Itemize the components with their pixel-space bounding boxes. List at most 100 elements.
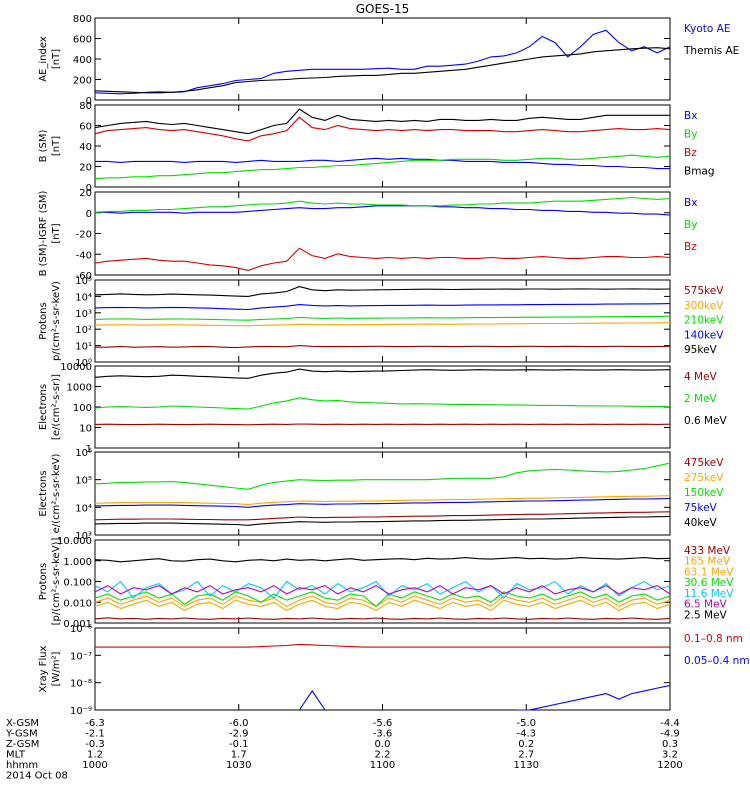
y-tick-label: 800	[73, 14, 92, 25]
y-tick-label: 1	[86, 444, 92, 455]
y-tick-label: 80	[79, 101, 92, 112]
series-line-433-MeV	[94, 617, 671, 620]
legend-entry: 30.6 MeV	[684, 577, 734, 589]
y-tick-label: 10³	[75, 531, 92, 542]
legend-entry: By	[684, 219, 697, 231]
series-line-150keV	[94, 462, 671, 490]
series-line-Kyoto-AE	[94, 29, 671, 95]
x-row-value: -6.0	[229, 718, 249, 729]
y-tick-label: 10⁰	[75, 358, 92, 369]
x-row-value: 0.2	[518, 739, 534, 750]
series-line-300keV	[94, 322, 671, 327]
panel-frame-6	[94, 539, 671, 624]
x-row-value: 1.7	[231, 750, 247, 761]
panel-frame-5	[94, 451, 671, 536]
legend-entry: Kyoto AE	[684, 23, 730, 35]
series-line-0-6-MeV	[94, 368, 671, 379]
x-row-value: -2.9	[229, 729, 249, 740]
series-line-Bz	[94, 116, 671, 142]
x-row-label: MLT	[6, 750, 26, 761]
series-line-6-5-MeV	[94, 584, 671, 595]
legend-entry: Bz	[684, 241, 697, 253]
legend-entry: 40keV	[684, 517, 718, 529]
y-axis-label: Protons	[38, 302, 49, 339]
series-line-575keV	[95, 345, 671, 349]
legend-entry: 300keV	[684, 300, 724, 312]
legend-entry: 0.6 MeV	[684, 415, 728, 427]
series-line-75keV	[94, 497, 671, 508]
y-axis-label: Electrons	[38, 384, 49, 430]
y-tick-label: 0.010	[63, 598, 92, 609]
y-tick-label: 10²	[75, 325, 92, 336]
y-tick-label: 20	[79, 163, 92, 174]
y-axis-label: [nT]	[51, 223, 62, 243]
panel-frame-7	[94, 627, 671, 711]
x-row-value: -2.1	[85, 729, 105, 740]
series-line-Themis-AE	[94, 47, 671, 94]
x-row-value: 1200	[657, 760, 682, 771]
y-tick-label: 600	[73, 35, 92, 46]
x-row-value: -6.3	[85, 718, 105, 729]
y-axis-label: [nT]	[51, 49, 62, 69]
y-tick-label: 0	[86, 209, 92, 220]
y-tick-label: -40	[76, 250, 92, 261]
legend-entry: 0.05–0.4 nm	[684, 655, 750, 667]
y-tick-label: 60	[79, 122, 92, 133]
y-tick-label: 10⁻⁹	[70, 706, 92, 717]
x-row-value: 2.2	[375, 750, 391, 761]
y-tick-label: 10³	[75, 309, 92, 320]
x-row-value: 1100	[370, 760, 395, 771]
legend-entry: 63.1 MeV	[684, 566, 734, 578]
y-axis-label: B (SM)-IGRF (SM)	[38, 191, 49, 277]
series-line-By	[94, 154, 671, 180]
y-tick-label: 10⁴	[75, 292, 92, 303]
x-row-value: -4.9	[660, 729, 680, 740]
y-tick-label: 10⁶	[75, 448, 92, 459]
legend-entry: Bx	[684, 197, 697, 209]
y-tick-label: -60	[76, 271, 92, 282]
y-axis-label: Xray Flux	[38, 645, 49, 692]
y-tick-label: 10⁻⁷	[70, 651, 92, 662]
legend-entry: 75keV	[684, 502, 718, 514]
x-row-value: -4.3	[516, 729, 536, 740]
x-row-value: 1130	[514, 760, 539, 771]
x-row-value: 0.0	[375, 739, 391, 750]
legend-entry: 0.1–0.8 nm	[684, 633, 743, 645]
panel-frame-3	[94, 279, 671, 363]
y-tick-label: 10⁻⁸	[70, 679, 92, 690]
x-row-value: 1000	[82, 760, 107, 771]
y-tick-label: 100	[73, 403, 92, 414]
y-tick-label: 20	[79, 188, 92, 199]
legend-entry: 11.6 MeV	[684, 588, 734, 600]
x-row-value: -0.1	[229, 739, 249, 750]
x-row-value: 0.3	[662, 739, 678, 750]
y-axis-label: Protons	[38, 563, 49, 600]
y-tick-label: 1000	[67, 383, 92, 394]
series-line-95keV	[94, 286, 671, 297]
y-axis-label: B (SM)	[38, 129, 49, 162]
legend-entry: 140keV	[684, 329, 724, 341]
x-row-value: -5.6	[373, 718, 393, 729]
y-tick-label: 10⁻⁶	[70, 624, 92, 635]
y-axis-label: [p/(cm²-s-sr-keV)]	[51, 538, 62, 626]
series-line-Bz	[94, 247, 671, 271]
x-row-value: -3.6	[373, 729, 393, 740]
legend-entry: 575keV	[684, 285, 724, 297]
y-axis-label: [e/(cm²-s-sr)]	[51, 374, 62, 440]
x-row-value: 1.2	[87, 750, 103, 761]
y-tick-label: 0	[86, 183, 92, 194]
y-tick-label: 200	[73, 76, 92, 87]
x-row-label: X-GSM	[6, 718, 39, 729]
y-tick-label: 10000	[60, 362, 92, 373]
series-line-63-1-MeV	[94, 595, 671, 608]
legend-entry: 2.5 MeV	[684, 609, 728, 621]
legend-entry: 165 MeV	[684, 556, 731, 568]
series-line-11-6-MeV	[94, 580, 671, 599]
y-tick-label: 0.100	[63, 578, 92, 589]
legend-entry: Bmag	[684, 166, 715, 178]
series-line-By	[94, 196, 671, 213]
x-row-value: -0.3	[85, 739, 105, 750]
y-tick-label: 10⁵	[75, 476, 92, 487]
x-row-value: 3.2	[662, 750, 678, 761]
